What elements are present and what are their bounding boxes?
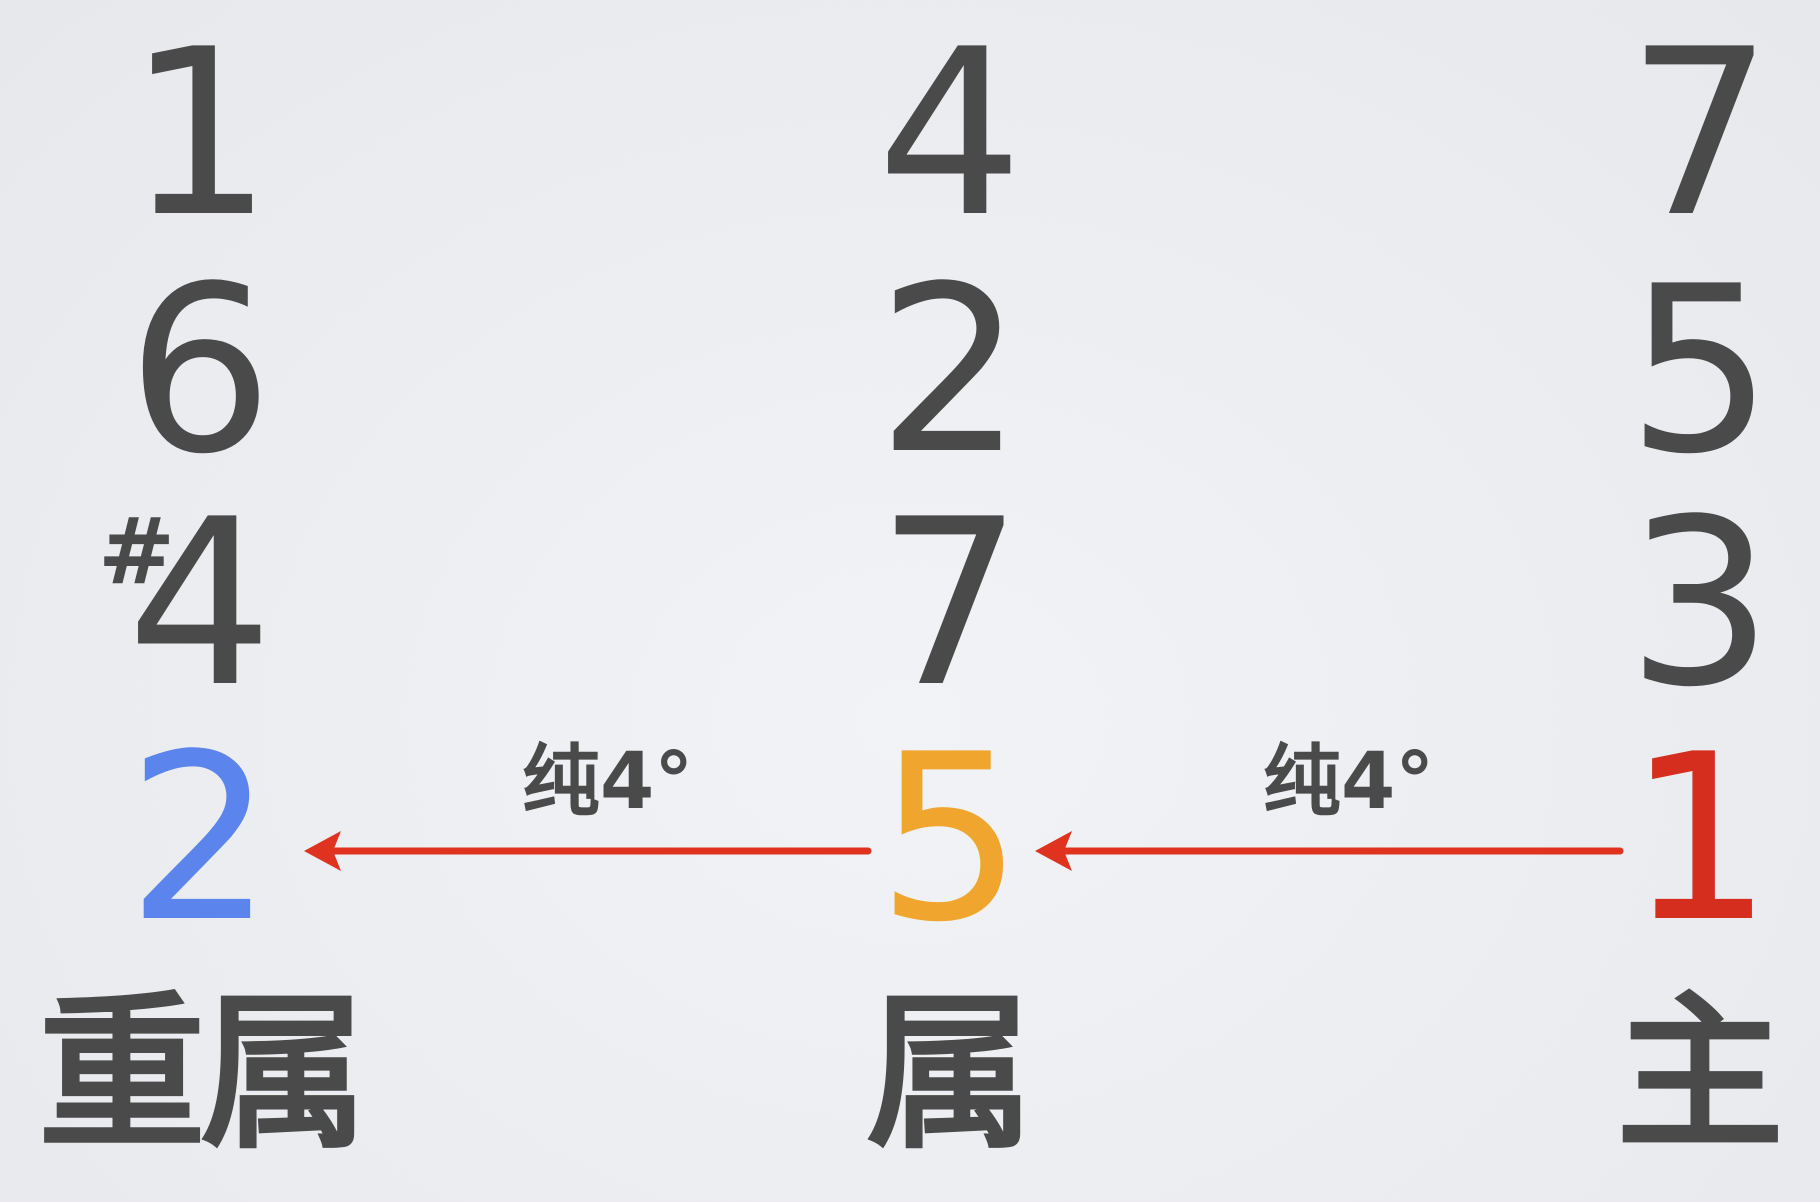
sharp-accidental: # xyxy=(98,498,176,605)
middle-note-1: 4 xyxy=(876,1,1024,268)
tonic-column: 7 5 3 1 主 xyxy=(1550,0,1820,1202)
left-note-3: 4 xyxy=(126,471,274,738)
interval-label-right-to-middle: 纯4° xyxy=(1263,737,1435,827)
arrow-middle-to-left xyxy=(304,831,872,871)
right-note-2: 5 xyxy=(1626,238,1774,505)
right-note-3: 3 xyxy=(1626,471,1774,738)
right-root-note: 1 xyxy=(1626,706,1774,973)
interval-label-middle-to-left: 纯4° xyxy=(522,737,694,827)
middle-note-3: 7 xyxy=(876,471,1024,738)
right-note-1: 7 xyxy=(1626,1,1774,268)
dominant-column: 4 2 7 5 属 xyxy=(800,0,1100,1202)
arrow-right-to-middle xyxy=(1035,831,1624,871)
left-root-note: 2 xyxy=(126,706,274,973)
secondary-dominant-column: 1 6 # 4 2 重属 xyxy=(38,0,368,1202)
left-note-2: 6 xyxy=(126,238,274,505)
dominant-label: 属 xyxy=(866,976,1034,1172)
secondary-dominant-label: 重属 xyxy=(38,976,368,1172)
middle-note-2: 2 xyxy=(876,238,1024,505)
left-note-1: 1 xyxy=(126,1,274,268)
middle-root-note: 5 xyxy=(876,706,1024,973)
tonic-label: 主 xyxy=(1616,976,1784,1172)
